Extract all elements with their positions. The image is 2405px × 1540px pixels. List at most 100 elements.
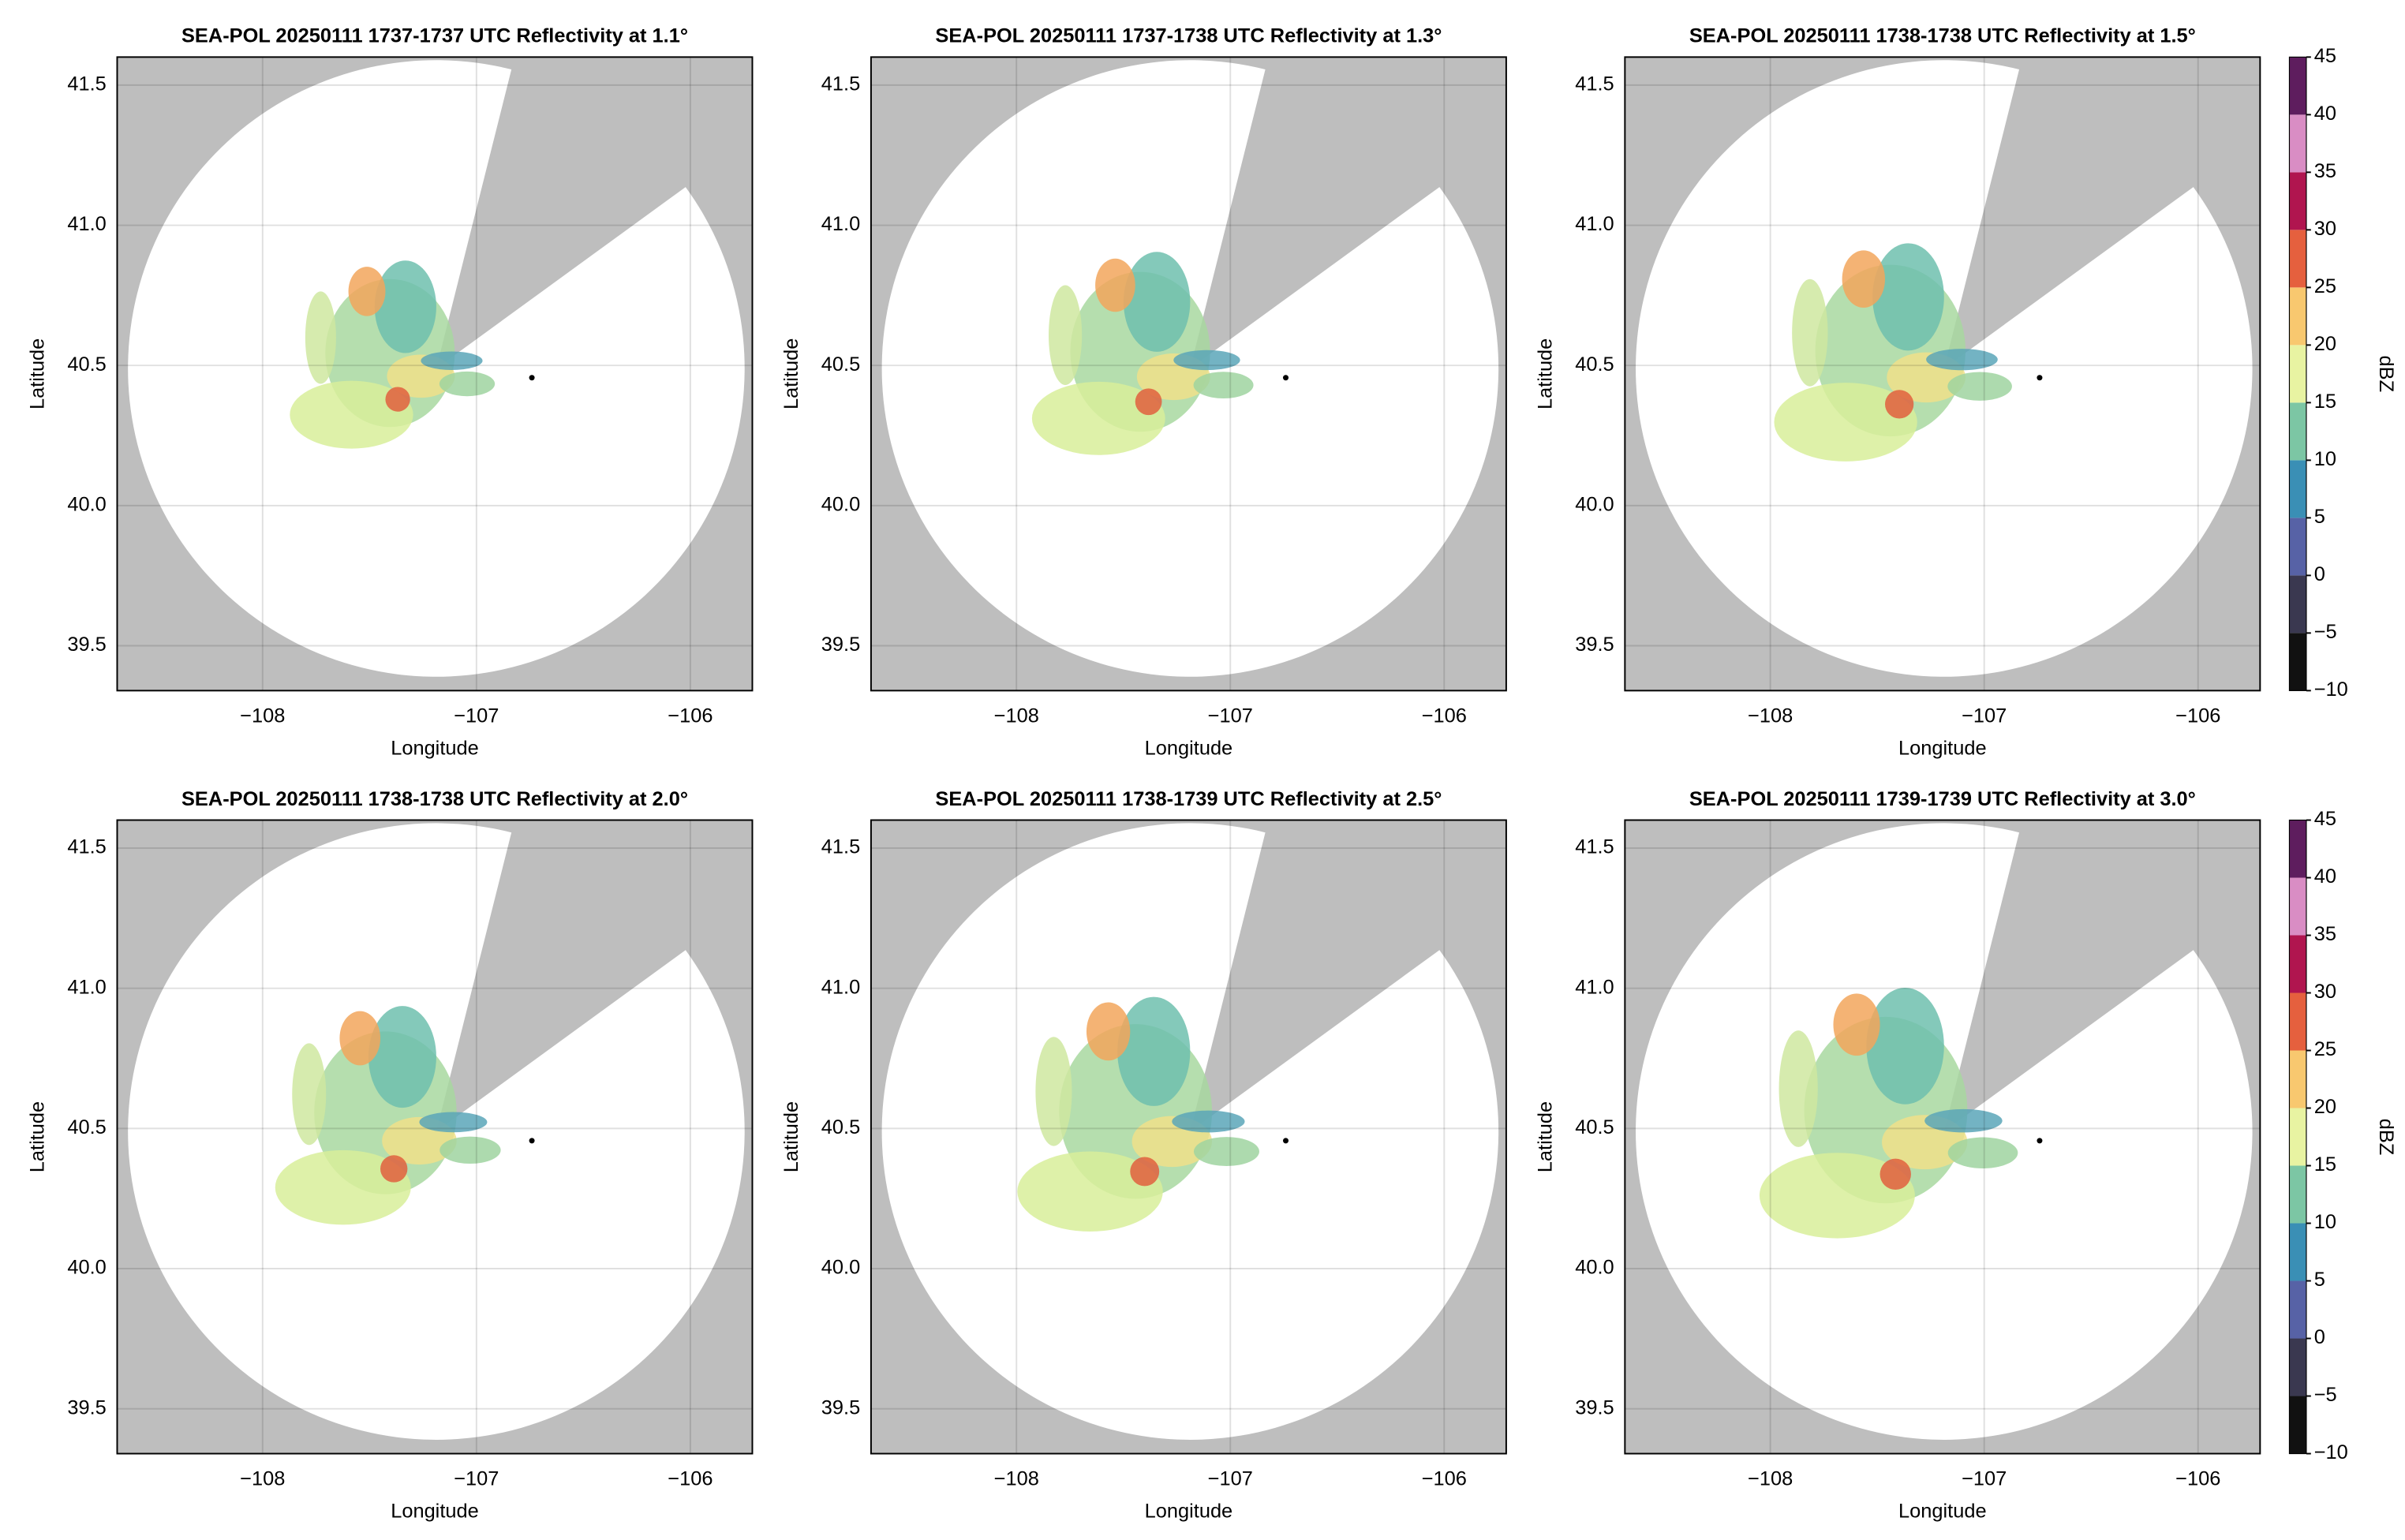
colorbar-segment: [2289, 1050, 2306, 1108]
x-tick-label: −107: [454, 705, 499, 727]
y-tick-label: 39.5: [67, 1396, 106, 1419]
panel: −108 −107 −106 39.5 40.0 40.5 41.0 41.5 SEA-POL …: [780, 25, 1507, 759]
y-axis-label: Latitude: [1534, 338, 1556, 409]
echo: [1866, 988, 1944, 1105]
chart-title: SEA-POL 20250111 1737-1738 UTC Reflectiv…: [935, 25, 1442, 47]
plot-frame: [1624, 56, 2261, 692]
colorbar-segment: [2289, 345, 2306, 403]
y-tick-label: 39.5: [1575, 1396, 1614, 1419]
colorbar-segment: [2289, 230, 2306, 288]
y-tick-label: 41.5: [67, 836, 106, 858]
echo: [421, 351, 483, 370]
colorbar-tick-label: 35: [2314, 923, 2336, 945]
x-axis-label: Longitude: [1145, 1500, 1233, 1522]
chart-title: SEA-POL 20250111 1739-1739 UTC Reflectiv…: [1689, 788, 2196, 810]
colorbar-tick-label: 40: [2314, 103, 2336, 125]
colorbar-segment: [2289, 992, 2306, 1051]
panel: −108 −107 −106 39.5 40.0 40.5 41.0 41.5 SEA-POL …: [27, 25, 754, 759]
echo: [1173, 349, 1240, 371]
echo: [1035, 1037, 1072, 1146]
x-tick-label: −106: [2175, 705, 2220, 727]
echo: [1774, 383, 1917, 462]
colorbar-frame: [2288, 56, 2307, 691]
y-tick-label: 40.0: [821, 1257, 860, 1279]
echo: [419, 1112, 488, 1133]
colorbar-tick-label: −5: [2314, 1384, 2337, 1406]
echo: [1792, 278, 1828, 387]
colorbar-tick-label: 10: [2314, 448, 2336, 470]
y-tick-label: 40.5: [821, 1116, 860, 1138]
x-tick-label: −106: [1422, 705, 1467, 727]
x-tick-label: −108: [994, 705, 1039, 727]
echo: [380, 1155, 408, 1183]
echo: [1031, 381, 1165, 455]
echo: [439, 1136, 501, 1164]
x-tick-label: −108: [994, 1467, 1039, 1490]
y-axis-label: Latitude: [780, 338, 802, 409]
echo: [339, 1011, 381, 1066]
colorbar-frame: [2288, 819, 2307, 1455]
chart-title: SEA-POL 20250111 1738-1738 UTC Reflectiv…: [1689, 25, 2196, 47]
colorbar-segment: [2289, 633, 2306, 691]
plot-frame: [116, 56, 754, 692]
x-tick-label: −106: [1422, 1467, 1467, 1490]
colorbar-tick-label: 0: [2314, 1326, 2325, 1348]
y-tick-label: 39.5: [821, 1396, 860, 1419]
x-tick-label: −108: [1748, 705, 1793, 727]
echo: [1193, 1137, 1259, 1166]
colorbar-segment: [2289, 575, 2306, 634]
panel: −108 −107 −106 39.5 40.0 40.5 41.0 41.5 SEA-POL …: [27, 788, 754, 1522]
echo: [290, 380, 413, 449]
panel: −108 −107 −106 39.5 40.0 40.5 41.0 41.5 SEA-POL …: [1534, 25, 2396, 760]
echo: [1123, 252, 1191, 352]
colorbar-label: dBZ: [2375, 1119, 2397, 1156]
chart-title: SEA-POL 20250111 1738-1739 UTC Reflectiv…: [935, 788, 1442, 810]
y-axis-label: Latitude: [1534, 1101, 1556, 1172]
colorbar-tick-label: 5: [2314, 506, 2325, 528]
x-axis-label: Longitude: [1145, 737, 1233, 759]
plot-frame: [870, 56, 1507, 692]
echo: [1193, 372, 1254, 399]
echo: [1172, 1110, 1245, 1133]
echo: [1926, 349, 1998, 371]
colorbar-tick-label: 0: [2314, 563, 2325, 585]
colorbar-tick-label: 10: [2314, 1211, 2336, 1233]
colorbar-segment: [2289, 172, 2306, 230]
colorbar-segment: [2289, 1396, 2306, 1454]
colorbar-tick-label: 45: [2314, 808, 2336, 830]
chart-title: SEA-POL 20250111 1738-1738 UTC Reflectiv…: [181, 788, 688, 810]
echo: [1947, 372, 2012, 401]
echo: [1947, 1137, 2018, 1168]
colorbar-tick-label: 45: [2314, 45, 2336, 67]
panel: −108 −107 −106 39.5 40.0 40.5 41.0 41.5 SEA-POL …: [1534, 788, 2396, 1523]
x-tick-label: −107: [1962, 705, 2007, 727]
colorbar-tick-label: −5: [2314, 621, 2337, 643]
colorbar-segment: [2289, 820, 2306, 878]
site-marker: [1282, 375, 1289, 381]
y-tick-label: 41.5: [1575, 73, 1614, 95]
colorbar-tick-label: −10: [2314, 1441, 2348, 1463]
y-axis-label: Latitude: [27, 1101, 49, 1172]
y-tick-label: 40.5: [1575, 1116, 1614, 1138]
colorbar-segment: [2289, 1223, 2306, 1281]
echo: [1872, 243, 1944, 351]
y-tick-label: 40.5: [821, 353, 860, 376]
colorbar-segment: [2289, 518, 2306, 576]
y-tick-label: 40.0: [67, 1257, 106, 1279]
echo: [348, 267, 386, 316]
echo: [1049, 285, 1083, 386]
colorbar-tick-label: 15: [2314, 1153, 2336, 1176]
y-tick-label: 40.0: [821, 494, 860, 516]
x-tick-label: −108: [240, 705, 285, 727]
colorbar-segment: [2289, 1165, 2306, 1224]
colorbar-tick-label: 5: [2314, 1269, 2325, 1291]
plot-frame: [870, 819, 1507, 1455]
echo: [1130, 1157, 1160, 1187]
echo: [1759, 1153, 1915, 1239]
y-tick-label: 41.0: [67, 213, 106, 235]
echo: [385, 387, 410, 412]
x-axis-label: Longitude: [391, 1500, 479, 1522]
y-tick-label: 40.0: [67, 494, 106, 516]
x-tick-label: −107: [1208, 1467, 1253, 1490]
y-tick-label: 40.5: [1575, 353, 1614, 376]
